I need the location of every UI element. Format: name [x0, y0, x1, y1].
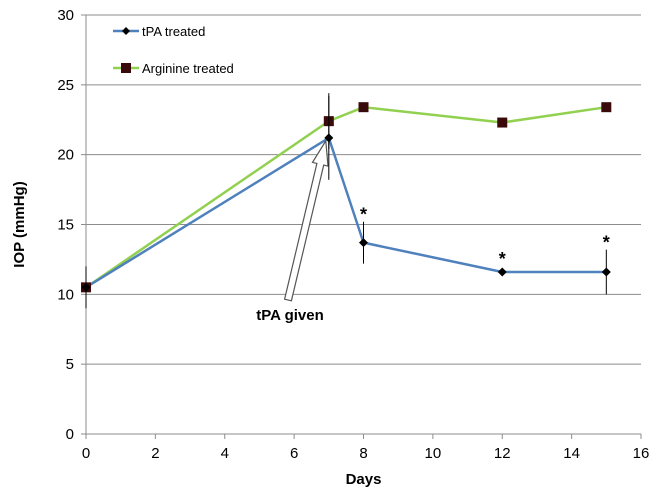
data-point-tpa	[359, 238, 368, 248]
axes	[81, 14, 642, 439]
y-tick-label: 0	[66, 426, 74, 443]
data-point-tpa	[497, 267, 507, 277]
x-tick-label: 6	[290, 445, 298, 462]
data-point-tpa	[324, 133, 334, 143]
legend: tPA treated Arginine treated	[113, 24, 234, 76]
legend-label-tpa: tPA treated	[142, 24, 205, 39]
data-point-arginine	[358, 102, 369, 113]
annotation-arrow	[283, 139, 329, 302]
data-point-tpa	[601, 267, 611, 277]
x-tick-label: 0	[82, 445, 90, 462]
data-series: * * *	[81, 93, 612, 309]
tick-labels: 0 5 10 15 20 25 30 0 2 4 6 8 10 12 14 16	[57, 7, 649, 462]
data-point-tpa	[81, 282, 91, 292]
legend-label-arginine: Arginine treated	[142, 61, 234, 76]
x-tick-label: 2	[151, 445, 159, 462]
legend-entry-tpa: tPA treated	[113, 24, 205, 39]
y-tick-label: 30	[57, 7, 74, 24]
significance-marker: *	[603, 233, 610, 253]
x-tick-label: 8	[359, 445, 367, 462]
x-tick-label: 4	[221, 445, 229, 462]
legend-marker-tpa	[122, 27, 130, 35]
y-tick-label: 10	[57, 286, 74, 303]
x-tick-label: 10	[425, 445, 442, 462]
y-tick-label: 15	[57, 217, 74, 234]
significance-marker: *	[499, 249, 506, 269]
y-tick-label: 20	[57, 147, 74, 164]
x-tick-label: 12	[494, 445, 511, 462]
legend-entry-arginine: Arginine treated	[113, 61, 234, 76]
significance-marker: *	[360, 205, 367, 225]
x-axis-title: Days	[346, 471, 382, 488]
y-tick-label: 25	[57, 77, 74, 94]
data-point-arginine	[601, 102, 612, 113]
x-tick-label: 16	[633, 445, 650, 462]
annotations: tPA given	[256, 139, 329, 324]
y-axis-title: IOP (mmHg)	[11, 181, 28, 267]
y-tick-label: 5	[66, 356, 74, 373]
data-point-arginine	[497, 117, 508, 128]
legend-marker-arginine	[121, 63, 131, 73]
annotation-label: tPA given	[256, 307, 324, 324]
x-tick-label: 14	[563, 445, 580, 462]
